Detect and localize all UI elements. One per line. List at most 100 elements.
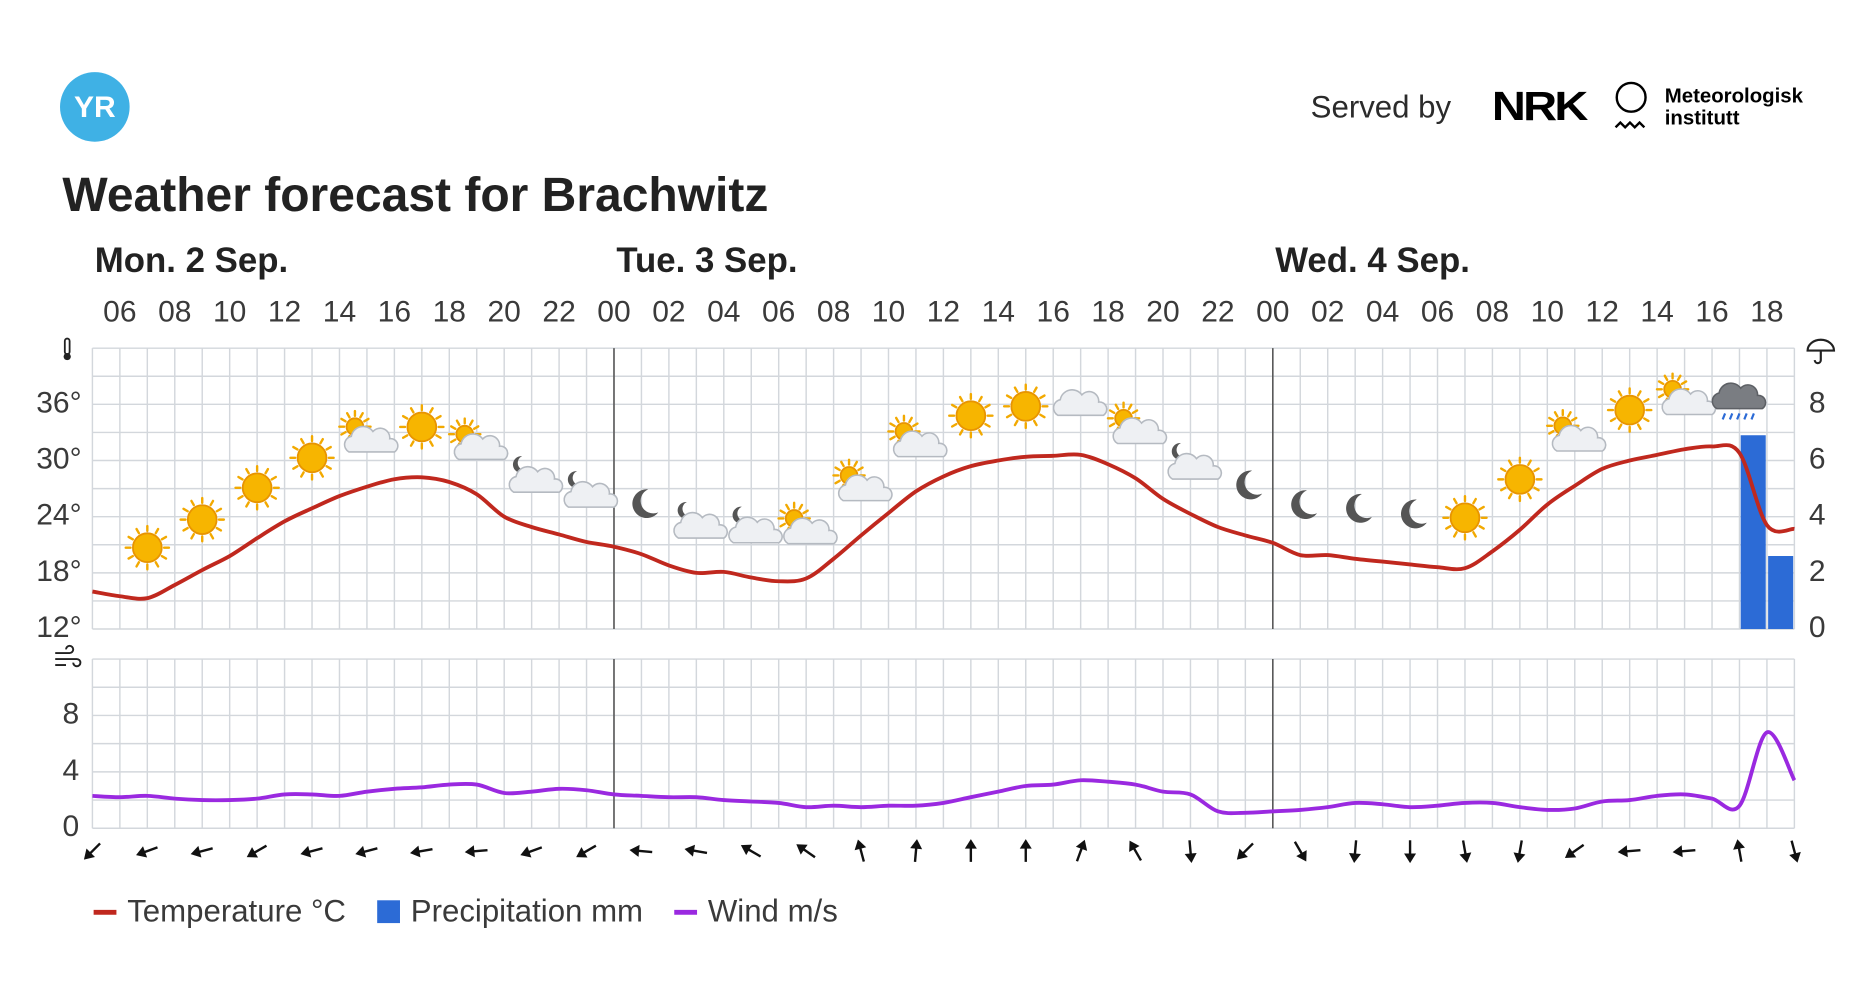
- yr-logo-text: YR: [74, 91, 116, 124]
- wind-arrow-head: [1296, 850, 1307, 862]
- cloud: [1167, 452, 1223, 480]
- sun-ray: [912, 422, 919, 428]
- sun-ray: [1478, 524, 1485, 530]
- weather-symbol: [832, 458, 893, 502]
- sun-ray: [1108, 409, 1116, 415]
- weather-symbol: [777, 501, 838, 545]
- sun-ray: [455, 419, 461, 427]
- sun-ray: [1507, 492, 1513, 500]
- sun-ray: [1445, 524, 1452, 530]
- sun: [1010, 391, 1042, 422]
- sun-ray: [325, 445, 332, 451]
- sun-ray: [1039, 413, 1046, 419]
- x-tick-label: 10: [213, 295, 246, 328]
- weather-symbol: [1052, 389, 1108, 417]
- wind-arrow-head: [1019, 839, 1032, 849]
- sun-ray: [1005, 413, 1013, 419]
- sun-ray: [857, 466, 864, 472]
- sun-ray: [135, 561, 141, 568]
- weather-symbol: [124, 524, 171, 571]
- sun-ray: [160, 535, 168, 541]
- x-tick-label: 14: [1640, 295, 1673, 328]
- weather-symbol: [508, 456, 564, 493]
- cloud: [563, 480, 619, 508]
- wind-arrow: [740, 844, 762, 858]
- sun-ray: [1548, 429, 1555, 435]
- x-tick-label: 10: [1531, 295, 1564, 328]
- wind-arrow: [1236, 842, 1254, 860]
- precipitation-bar: [1768, 556, 1794, 630]
- weather-symbol: [1545, 408, 1607, 452]
- x-tick-label: 02: [652, 295, 685, 328]
- wind-arrow: [1733, 839, 1745, 862]
- sun-ray: [1452, 497, 1458, 505]
- sun-ray: [264, 501, 270, 508]
- legend-label: Wind m/s: [708, 894, 838, 929]
- met-name: institutt: [1665, 107, 1740, 129]
- weather-symbol: [289, 435, 335, 481]
- x-tick-label: 08: [1476, 295, 1509, 328]
- sun-ray: [319, 437, 325, 445]
- sun-ray: [1452, 531, 1458, 538]
- sun-ray: [894, 416, 900, 424]
- wind-arrow-head: [1348, 852, 1361, 864]
- wind-arrow-head: [796, 844, 808, 855]
- sun: [132, 532, 163, 564]
- x-tick-label: 16: [1037, 295, 1070, 328]
- sun-ray: [798, 503, 804, 511]
- wind-arrow-head: [910, 839, 923, 850]
- sun-ray: [978, 395, 983, 403]
- wind-arrow: [1789, 840, 1801, 863]
- weather-symbol: [234, 465, 280, 511]
- moon: [1400, 499, 1427, 529]
- y-tick-label: 12°: [36, 611, 81, 644]
- sun-ray: [435, 434, 442, 439]
- sun-ray: [209, 499, 215, 507]
- wind-arrow-head: [1129, 840, 1140, 852]
- x-tick-label: 12: [1586, 295, 1619, 328]
- sun-ray: [853, 460, 859, 468]
- sun-ray: [264, 467, 270, 475]
- sun-ray: [472, 425, 480, 431]
- sun-ray: [340, 417, 347, 423]
- sun-ray: [1013, 419, 1019, 427]
- x-tick-label: 20: [1146, 295, 1179, 328]
- x-tick-label: 04: [1366, 295, 1399, 328]
- sun-ray: [237, 475, 244, 481]
- sun: [1504, 464, 1536, 495]
- sun-ray: [1527, 492, 1532, 500]
- y-tick-label: 24°: [36, 499, 81, 532]
- sun-ray: [127, 535, 134, 541]
- x-tick-label: 18: [1091, 295, 1124, 328]
- nrk-logo: NRK: [1492, 83, 1589, 129]
- sun-ray: [237, 495, 244, 500]
- x-tick-label: 20: [487, 295, 520, 328]
- wind-arrow: [576, 844, 597, 858]
- weather-symbol: [673, 502, 729, 539]
- wind-arrow-head: [1459, 852, 1472, 863]
- sun-ray: [1472, 531, 1477, 538]
- wind-arrow: [910, 839, 923, 862]
- x-tick-label: 04: [707, 295, 740, 328]
- wind-arrow-head: [300, 845, 312, 858]
- x-tick-label: 16: [1695, 295, 1728, 328]
- sun-ray: [1445, 505, 1452, 511]
- wind-arrow: [246, 844, 268, 858]
- cloud: [453, 433, 509, 461]
- sun-ray: [190, 532, 196, 540]
- sun-ray: [958, 395, 964, 403]
- cloud: [892, 430, 948, 458]
- wind-arrow-head: [136, 846, 148, 858]
- weather-symbol: [399, 404, 445, 450]
- sun-ray: [450, 438, 457, 444]
- sun-ray: [300, 471, 305, 478]
- sun-ray: [1657, 380, 1665, 386]
- wind-arrow-head: [576, 847, 588, 858]
- wind-arrow-head: [964, 839, 977, 849]
- wind-arrow: [1129, 840, 1143, 862]
- wind-arrow-head: [1672, 845, 1683, 858]
- sun-ray: [1499, 486, 1507, 492]
- sun-ray: [215, 507, 223, 513]
- wind-arrow-head: [520, 846, 532, 858]
- wind-arrow: [83, 842, 101, 860]
